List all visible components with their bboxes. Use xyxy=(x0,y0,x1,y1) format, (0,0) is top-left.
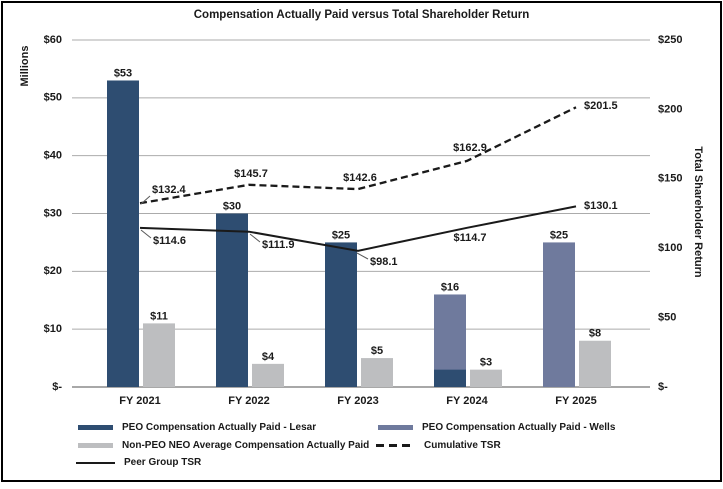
tick-label-right: $100 xyxy=(658,242,682,254)
line-value-label: $132.4 xyxy=(152,184,187,196)
tick-label-left: $40 xyxy=(44,150,62,162)
tick-label-left: $10 xyxy=(44,323,62,335)
legend-label-peer-group-tsr: Peer Group TSR xyxy=(124,457,202,468)
tick-label-right: $150 xyxy=(658,173,682,185)
bar-value-label: $11 xyxy=(150,310,168,322)
bar-value-label: $4 xyxy=(262,351,275,363)
line-value-label: $98.1 xyxy=(370,256,398,268)
bar-peo-wells xyxy=(543,242,575,387)
legend-item-peo-lesar: PEO Compensation Actually Paid - Lesar xyxy=(78,422,316,433)
x-axis-label: FY 2021 xyxy=(119,395,160,407)
x-axis-label: FY 2022 xyxy=(228,395,269,407)
tick-label-left: $20 xyxy=(44,265,62,277)
tick-label-right: $- xyxy=(658,381,668,393)
tick-label-left: $60 xyxy=(44,34,62,46)
bar-non-peo xyxy=(470,369,502,387)
bar-non-peo xyxy=(579,340,611,387)
bar-value-label: $8 xyxy=(589,328,601,340)
line-value-label: $114.7 xyxy=(453,232,486,244)
bar-non-peo xyxy=(361,358,393,387)
x-axis-label: FY 2025 xyxy=(555,395,596,407)
legend-swatch-lesar xyxy=(78,425,113,430)
bar-non-peo xyxy=(143,323,175,387)
leader-line xyxy=(140,195,151,205)
line-value-label: $114.6 xyxy=(153,235,186,247)
bar-peo-lesar xyxy=(325,242,357,387)
legend-label-lesar: PEO Compensation Actually Paid - Lesar xyxy=(122,422,317,433)
bar-value-label: $25 xyxy=(332,229,350,241)
legend-swatch-cumulative-tsr xyxy=(376,444,415,447)
legend-item-cumulative-tsr: Cumulative TSR xyxy=(376,440,501,451)
legend-swatch-wells xyxy=(378,425,413,430)
legend-label-wells: PEO Compensation Actually Paid - Wells xyxy=(422,422,616,433)
tick-label-left: $50 xyxy=(44,92,62,104)
tick-label-left: $- xyxy=(52,381,62,393)
bar-value-label: $25 xyxy=(550,229,568,241)
leader-line xyxy=(249,233,261,243)
legend-swatch-peer-group-tsr xyxy=(76,461,115,464)
bar-value-label: $16 xyxy=(441,281,459,293)
tick-label-right: $200 xyxy=(658,103,682,115)
line-value-label: $111.9 xyxy=(262,239,294,251)
x-axis-label: FY 2024 xyxy=(446,395,488,407)
line-value-label: $142.6 xyxy=(343,172,377,184)
bar-peo-lesar xyxy=(216,213,248,387)
chart-title: Compensation Actually Paid versus Total … xyxy=(193,9,530,21)
bar-value-label: $5 xyxy=(371,345,383,357)
legend-item-peo-wells: PEO Compensation Actually Paid - Wells xyxy=(378,422,615,433)
bar-peo-lesar xyxy=(107,80,139,387)
line-value-label: $130.1 xyxy=(584,200,618,212)
legend-label-cumulative-tsr: Cumulative TSR xyxy=(424,440,501,451)
line-value-label: $145.7 xyxy=(234,168,268,180)
leader-line xyxy=(140,229,152,239)
legend-swatch-non-peo xyxy=(78,443,113,448)
bar-value-label: $3 xyxy=(480,357,492,369)
bar-value-label: $30 xyxy=(223,200,241,212)
tick-label-right: $50 xyxy=(658,312,676,324)
legend-item-peer-group-tsr: Peer Group TSR xyxy=(76,457,201,468)
line-peer-group-tsr xyxy=(139,205,577,252)
legend-item-non-peo: Non-PEO NEO Average Compensation Actuall… xyxy=(78,440,369,451)
leader-line xyxy=(356,252,369,260)
bar-non-peo xyxy=(252,363,284,387)
bar-peo-lesar xyxy=(434,369,466,387)
tick-label-right: $250 xyxy=(658,34,682,46)
legend-label-non-peo: Non-PEO NEO Average Compensation Actuall… xyxy=(122,440,370,451)
line-value-label: $162.9 xyxy=(453,142,487,154)
x-axis-label: FY 2023 xyxy=(337,395,378,407)
tick-label-left: $30 xyxy=(44,207,62,219)
bar-value-label: $53 xyxy=(114,67,132,79)
line-value-label: $201.5 xyxy=(584,100,618,112)
